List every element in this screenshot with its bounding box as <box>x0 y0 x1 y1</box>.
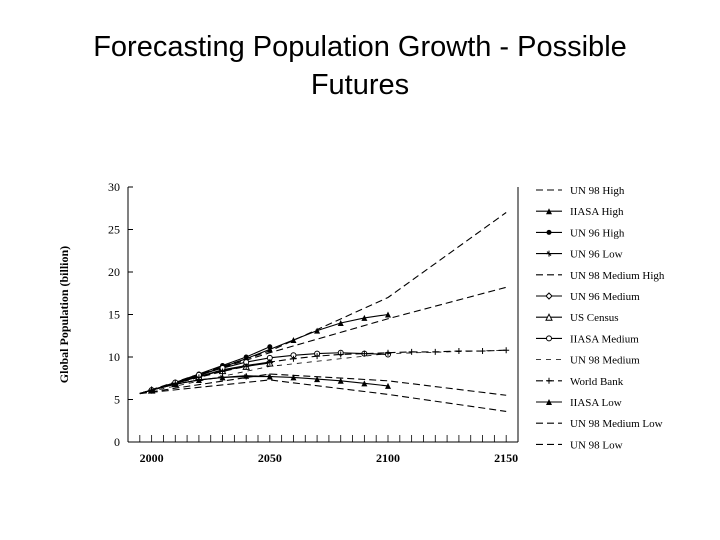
legend-label: US Census <box>570 312 619 324</box>
legend-item: IIASA Low <box>536 397 622 409</box>
data-point <box>545 292 553 300</box>
legend-item: UN 98 Medium Low <box>536 418 663 430</box>
data-point <box>290 337 297 343</box>
legend-label: IIASA Low <box>570 397 622 409</box>
data-point <box>314 376 321 383</box>
data-point <box>545 313 553 321</box>
data-point <box>479 348 486 355</box>
data-point <box>219 374 226 381</box>
legend-item: IIASA Medium <box>536 333 639 345</box>
data-point <box>243 372 250 379</box>
x-tick-label: 2150 <box>494 451 518 465</box>
x-tick-label: 2000 <box>140 451 164 465</box>
series-line <box>139 349 507 394</box>
data-point <box>546 250 552 257</box>
x-tick-label: 2050 <box>258 451 282 465</box>
legend-item: UN 98 Medium High <box>536 270 665 282</box>
series-un-98-low <box>139 379 507 412</box>
y-tick-label: 30 <box>108 180 120 194</box>
series-line <box>139 373 507 396</box>
data-point <box>290 355 297 362</box>
data-point <box>243 363 250 370</box>
data-point <box>266 373 273 380</box>
legend-label: IIASA Medium <box>570 333 639 345</box>
data-point <box>314 327 321 334</box>
data-point <box>385 349 391 356</box>
data-point <box>361 380 368 387</box>
chart-series-group <box>139 212 510 412</box>
series-iiasa-low <box>139 372 391 395</box>
legend-label: UN 96 Low <box>570 249 623 261</box>
data-point <box>290 374 297 381</box>
legend-item: UN 98 High <box>536 185 625 197</box>
legend-label: UN 96 Medium <box>570 291 640 303</box>
legend-item: UN 98 Low <box>536 439 623 451</box>
y-tick-label: 5 <box>114 393 120 407</box>
series-line <box>139 379 507 412</box>
series-un-98-medium-low <box>139 373 507 396</box>
series-un-98-high <box>139 212 507 395</box>
legend-label: UN 98 High <box>570 185 625 197</box>
data-point <box>243 354 249 360</box>
data-point <box>361 350 368 357</box>
data-point <box>337 377 344 384</box>
series-world-bank <box>139 347 510 395</box>
y-axis-label: Global Population (billion) <box>57 246 71 383</box>
legend-item: UN 96 Low <box>536 249 623 261</box>
data-point <box>266 359 273 366</box>
data-point <box>314 353 321 360</box>
series-line <box>139 349 507 395</box>
data-point <box>267 344 273 350</box>
data-point <box>408 348 415 355</box>
data-point <box>337 320 344 326</box>
legend-label: UN 96 High <box>570 227 625 239</box>
data-point <box>385 382 391 389</box>
data-point <box>432 348 439 355</box>
series-line <box>139 212 507 395</box>
chart-axes: 0 5 10 15 20 25 30 2000 2050 2100 2150 <box>108 180 519 465</box>
data-point <box>503 347 510 354</box>
legend-label: UN 98 Medium <box>570 355 640 367</box>
series-line <box>139 375 389 395</box>
series-line <box>139 362 270 395</box>
data-point <box>546 399 552 405</box>
y-tick-label: 10 <box>108 350 120 364</box>
data-point <box>337 351 344 358</box>
slide-title: Forecasting Population Growth - Possible… <box>40 28 680 104</box>
data-point <box>361 314 368 321</box>
data-point <box>385 311 391 318</box>
chart-legend: UN 98 High IIASA High UN 96 High UN 96 Low U… <box>536 185 665 451</box>
legend-label: IIASA High <box>570 206 624 218</box>
legend-item: IIASA High <box>536 206 624 218</box>
data-point <box>546 377 552 384</box>
legend-label: UN 98 Medium Low <box>570 418 663 430</box>
series-line <box>139 361 270 395</box>
slide-title-line2: Futures <box>310 69 410 101</box>
y-tick-label: 0 <box>114 435 120 449</box>
y-tick-label: 20 <box>108 265 120 279</box>
y-tick-label: 25 <box>108 223 120 237</box>
legend-item: UN 98 Medium <box>536 355 640 367</box>
data-point <box>546 335 552 342</box>
legend-item: UN 96 Medium <box>536 291 640 303</box>
legend-item: US Census <box>536 312 619 324</box>
slide-title-line1: Forecasting Population Growth - Possible <box>93 31 627 63</box>
legend-label: UN 98 Low <box>570 439 623 451</box>
data-point <box>266 346 273 353</box>
x-tick-label: 2100 <box>376 451 400 465</box>
series-un-98-medium <box>139 349 507 394</box>
series-line <box>139 352 389 395</box>
y-tick-label: 15 <box>108 308 120 322</box>
data-point <box>172 381 179 388</box>
data-point <box>546 229 552 235</box>
data-point <box>546 208 552 215</box>
legend-item: World Bank <box>536 376 624 388</box>
data-point <box>195 376 202 383</box>
legend-label: UN 98 Medium High <box>570 270 665 282</box>
data-point <box>455 348 462 355</box>
data-point <box>219 368 226 375</box>
legend-item: UN 96 High <box>536 227 625 239</box>
legend-label: World Bank <box>570 376 624 388</box>
